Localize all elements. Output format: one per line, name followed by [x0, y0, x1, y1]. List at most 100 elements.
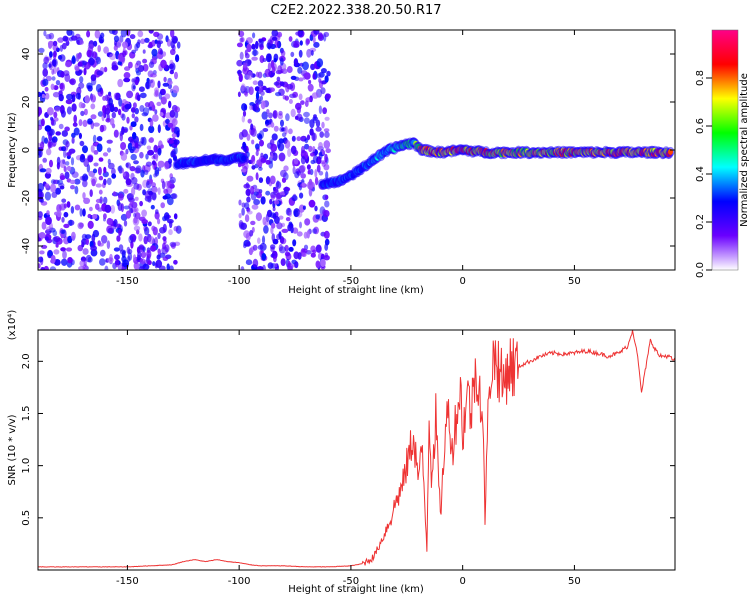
noise-speckle	[144, 102, 150, 108]
noise-speckle	[173, 259, 178, 265]
noise-speckle	[138, 86, 145, 92]
signal-core	[241, 155, 247, 162]
noise-speckle	[318, 171, 324, 176]
noise-speckle	[113, 129, 119, 138]
noise-speckle	[128, 197, 135, 203]
noise-speckle	[288, 128, 293, 135]
noise-speckle	[148, 61, 155, 68]
noise-speckle	[240, 266, 245, 270]
noise-speckle	[271, 30, 279, 37]
noise-speckle	[318, 105, 322, 114]
noise-speckle	[274, 216, 280, 224]
noise-speckle	[298, 49, 303, 58]
noise-speckle	[150, 73, 157, 78]
noise-speckle	[44, 86, 49, 92]
noise-speckle	[308, 79, 312, 85]
noise-speckle	[304, 143, 310, 150]
noise-speckle	[89, 206, 93, 212]
noise-speckle	[124, 66, 131, 71]
y-tick-label: 0	[21, 147, 32, 153]
noise-speckle	[38, 182, 45, 192]
noise-speckle	[161, 180, 166, 190]
noise-speckle	[113, 92, 120, 101]
noise-speckle	[255, 102, 259, 111]
noise-speckle	[131, 49, 137, 54]
noise-speckle	[242, 141, 247, 149]
noise-speckle	[71, 31, 75, 37]
noise-speckle	[269, 198, 273, 205]
noise-speckle	[103, 178, 107, 186]
noise-speckle	[40, 118, 45, 127]
noise-speckle	[153, 173, 158, 178]
noise-speckle	[146, 249, 152, 259]
noise-speckle	[169, 241, 177, 248]
noise-speckle	[169, 176, 176, 184]
noise-speckle	[271, 222, 276, 229]
noise-speckle	[260, 152, 264, 158]
noise-speckle	[160, 59, 167, 69]
noise-speckle	[281, 177, 287, 183]
noise-speckle	[93, 150, 99, 155]
noise-speckle	[312, 73, 317, 80]
noise-speckle	[84, 95, 90, 104]
noise-speckle	[320, 87, 326, 95]
noise-speckle	[168, 63, 174, 69]
noise-speckle	[65, 61, 72, 68]
noise-speckle	[59, 83, 64, 90]
noise-speckle	[122, 171, 126, 177]
noise-speckle	[313, 114, 317, 119]
noise-speckle	[318, 152, 323, 160]
noise-speckle	[151, 191, 157, 201]
noise-speckle	[271, 36, 278, 41]
noise-speckle	[123, 77, 131, 83]
noise-speckle	[156, 40, 161, 49]
noise-speckle	[165, 118, 170, 125]
noise-speckle	[137, 30, 144, 38]
noise-speckle	[85, 254, 92, 263]
noise-speckle	[134, 142, 139, 149]
noise-speckle	[86, 49, 92, 58]
noise-speckle	[256, 133, 262, 139]
noise-speckle	[285, 113, 290, 122]
noise-speckle	[287, 148, 292, 158]
noise-speckle	[167, 122, 174, 128]
noise-speckle	[142, 189, 147, 196]
noise-speckle	[242, 110, 247, 117]
noise-speckle	[273, 110, 277, 119]
noise-speckle	[100, 249, 106, 257]
noise-speckle	[111, 111, 117, 119]
noise-speckle	[123, 72, 131, 79]
noise-speckle	[71, 171, 79, 178]
noise-speckle	[321, 121, 325, 129]
noise-speckle	[324, 252, 328, 258]
colorbar-label: Normalized spectral amplitude	[739, 73, 750, 227]
noise-speckle	[246, 175, 254, 182]
noise-speckle	[164, 93, 171, 100]
noise-speckle	[283, 165, 289, 172]
noise-speckle	[324, 153, 328, 163]
spectrogram-x-ticks: -150 -100 -50 0 50	[116, 30, 581, 287]
noise-speckle	[156, 254, 161, 260]
noise-speckle	[90, 74, 97, 82]
noise-speckle	[244, 53, 250, 59]
noise-speckle	[275, 192, 282, 200]
noise-speckle	[142, 63, 149, 72]
noise-speckle	[261, 235, 266, 245]
noise-speckle	[288, 99, 293, 104]
noise-speckle	[111, 167, 116, 176]
figure-title: C2E2.2022.338.20.50.R17	[270, 3, 441, 18]
noise-speckle	[41, 221, 47, 230]
noise-speckle	[273, 81, 280, 86]
noise-speckle	[281, 228, 289, 233]
noise-speckle	[323, 163, 330, 171]
noise-speckle	[282, 95, 287, 100]
noise-speckle	[140, 137, 145, 144]
noise-speckle	[276, 76, 281, 82]
noise-speckle	[291, 135, 296, 142]
noise-speckle	[123, 220, 128, 227]
noise-speckle	[238, 131, 244, 140]
noise-speckle	[51, 58, 58, 68]
noise-speckle	[51, 68, 55, 75]
noise-speckle	[273, 255, 277, 263]
noise-speckle	[251, 56, 258, 61]
